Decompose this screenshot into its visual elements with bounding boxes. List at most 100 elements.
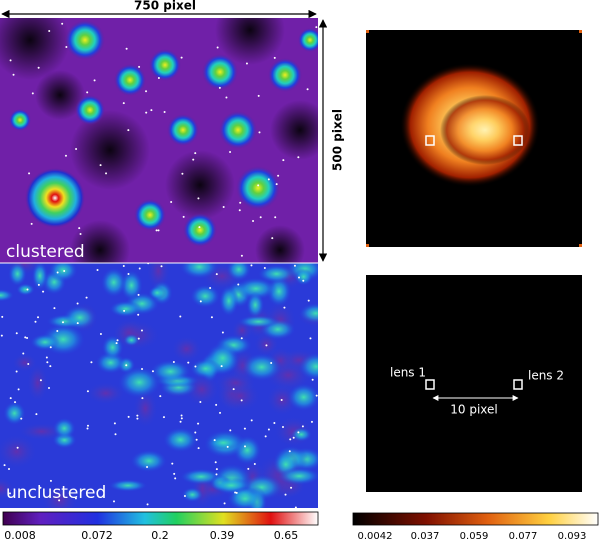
source — [293, 264, 296, 267]
source — [171, 462, 174, 465]
source — [76, 302, 79, 305]
height-label: 500 pixel — [331, 109, 345, 171]
source — [180, 56, 183, 59]
source — [26, 336, 29, 339]
source — [174, 477, 177, 480]
source — [199, 300, 202, 303]
source — [226, 445, 229, 448]
source — [93, 79, 96, 82]
source — [180, 417, 183, 420]
source — [229, 429, 232, 432]
source — [215, 468, 218, 471]
source — [173, 472, 176, 475]
source — [146, 503, 149, 506]
source — [223, 502, 226, 505]
source — [250, 419, 253, 422]
bump — [181, 487, 204, 503]
halo — [75, 95, 105, 125]
source — [49, 365, 52, 368]
halo — [114, 64, 146, 96]
source — [288, 450, 291, 453]
source — [39, 486, 42, 489]
source — [218, 86, 221, 89]
dip — [27, 363, 48, 402]
source — [137, 313, 140, 316]
bump — [3, 401, 26, 426]
void — [70, 220, 130, 263]
source — [274, 216, 277, 219]
source — [280, 398, 283, 401]
source — [127, 415, 130, 418]
lens-signal — [440, 95, 530, 165]
source — [30, 222, 33, 225]
lens-marker — [513, 135, 523, 146]
source — [294, 506, 297, 508]
source — [315, 26, 318, 29]
source — [90, 361, 93, 364]
source — [270, 361, 273, 364]
source — [20, 417, 23, 420]
source — [112, 500, 115, 503]
source — [216, 46, 219, 49]
source — [306, 88, 309, 91]
source — [22, 352, 25, 355]
halo — [219, 111, 257, 149]
source — [113, 422, 116, 425]
halo — [202, 54, 238, 90]
source — [195, 438, 198, 441]
source — [172, 361, 175, 364]
source — [194, 365, 197, 368]
source — [76, 322, 79, 325]
bump — [148, 286, 167, 300]
source — [222, 206, 225, 209]
source — [237, 283, 240, 286]
bump — [298, 352, 318, 381]
source — [48, 386, 51, 389]
halo — [9, 109, 31, 131]
source — [271, 237, 274, 240]
bump — [287, 383, 318, 411]
source — [215, 273, 218, 276]
source — [122, 265, 125, 268]
source — [99, 333, 102, 336]
source — [16, 446, 19, 449]
source — [14, 401, 17, 404]
source — [282, 159, 285, 162]
colorbar-tick-label: 0.072 — [81, 529, 113, 542]
source — [298, 276, 301, 279]
source — [297, 431, 300, 434]
lens-label: lens 2 — [528, 369, 564, 383]
source — [187, 361, 190, 364]
source — [9, 59, 12, 62]
source — [137, 337, 140, 340]
source — [277, 174, 280, 177]
source — [116, 339, 119, 342]
void — [255, 225, 305, 263]
source — [136, 414, 139, 417]
void — [270, 100, 318, 160]
clustered-map — [0, 18, 318, 263]
unclustered-map — [0, 263, 318, 508]
bump — [294, 268, 313, 286]
source — [46, 361, 49, 364]
bump — [237, 315, 280, 329]
bump — [48, 263, 78, 282]
colorbar-tick-label: 0.093 — [558, 531, 587, 542]
dip — [41, 484, 78, 508]
bump — [31, 263, 48, 291]
source — [220, 365, 223, 368]
source — [225, 96, 228, 99]
source — [213, 439, 216, 442]
bump — [277, 467, 318, 485]
colorbar — [2, 511, 319, 526]
source — [311, 378, 314, 381]
source — [99, 164, 102, 167]
bump — [16, 283, 35, 296]
source — [310, 420, 313, 423]
bump — [226, 263, 251, 281]
source — [127, 272, 130, 275]
source — [150, 109, 153, 112]
source — [65, 45, 68, 48]
separation-label: 10 pixel — [450, 403, 497, 417]
colorbar-tick-label: 0.39 — [210, 529, 235, 542]
